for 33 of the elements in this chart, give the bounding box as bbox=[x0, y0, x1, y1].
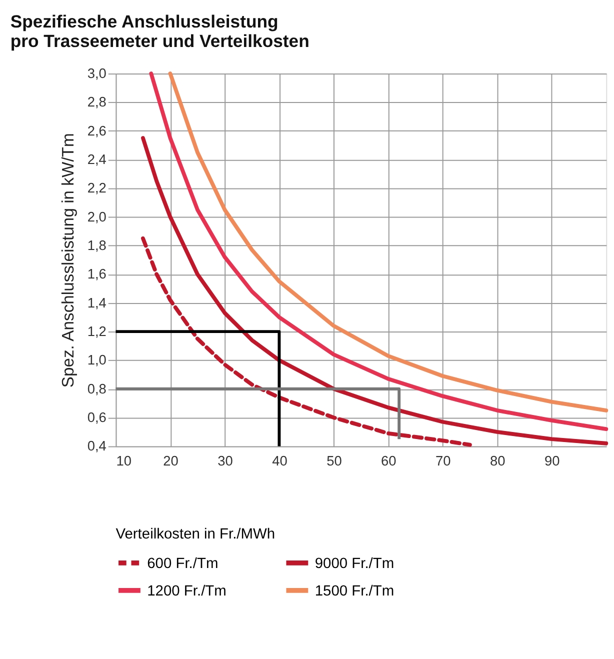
legend-label: 9000 Fr./Tm bbox=[314, 556, 394, 572]
x-tick-label: 40 bbox=[272, 453, 288, 468]
y-tick-label: 0,8 bbox=[87, 381, 107, 396]
x-tick-label: 10 bbox=[116, 453, 132, 468]
x-tick-label: 80 bbox=[490, 453, 506, 468]
x-tick-label: 20 bbox=[163, 453, 179, 468]
legend-label: 1500 Fr./Tm bbox=[314, 583, 394, 600]
y-tick-label: 0,6 bbox=[87, 410, 107, 425]
y-tick-label: 1,4 bbox=[87, 295, 107, 310]
y-tick-label: 2,2 bbox=[87, 180, 106, 196]
y-axis-title: Spez. Anschlussleistung in kW/Tm bbox=[58, 133, 78, 388]
legend-label: 600 Fr./Tm bbox=[147, 556, 218, 572]
y-tick-label: 1,2 bbox=[87, 324, 106, 339]
legend-label: 1200 Fr./Tm bbox=[147, 583, 226, 600]
x-tick-label: 30 bbox=[218, 453, 234, 468]
y-tick-label: 1,0 bbox=[87, 352, 107, 368]
y-tick-label: 2,6 bbox=[87, 123, 107, 138]
y-tick-label: 1,6 bbox=[87, 266, 107, 282]
x-tick-label: 50 bbox=[326, 453, 342, 468]
text: pro Trasseemeter und Verteilkosten bbox=[10, 31, 310, 52]
y-tick-label: 3,0 bbox=[87, 66, 107, 81]
x-tick-label: 60 bbox=[381, 453, 397, 468]
y-tick-label: 2,8 bbox=[87, 94, 107, 110]
y-tick-label: 1,8 bbox=[87, 238, 107, 253]
line-series bbox=[141, 236, 472, 447]
legend-title: Verteilkosten in Fr./MWh bbox=[116, 526, 276, 542]
x-tick-label: 90 bbox=[544, 453, 560, 468]
x-tick-label: 70 bbox=[436, 453, 452, 468]
text: Spezifiesche Anschlussleistung bbox=[10, 11, 278, 32]
line-series bbox=[141, 136, 608, 446]
y-tick-label: 0,4 bbox=[87, 438, 107, 454]
y-tick-label: 2,0 bbox=[87, 209, 107, 224]
y-tick-label: 2,4 bbox=[87, 152, 107, 167]
